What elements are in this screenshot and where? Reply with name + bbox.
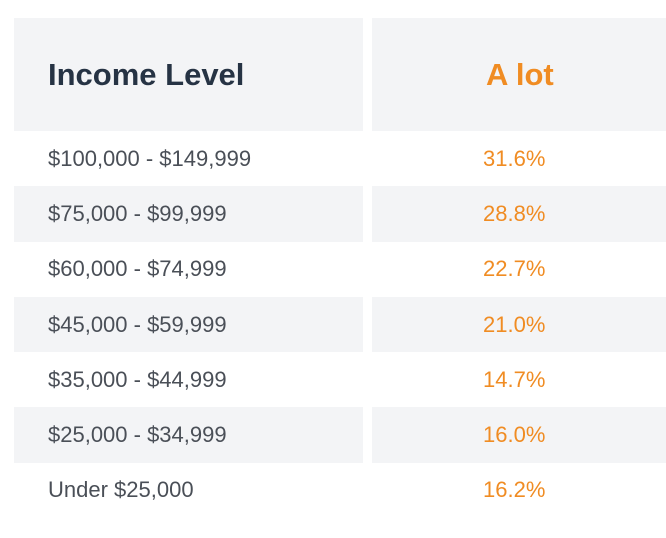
income-level-cell: $75,000 - $99,999 bbox=[14, 186, 363, 242]
table-row: $100,000 - $149,999 31.6% bbox=[14, 131, 666, 187]
table-row: $75,000 - $99,999 28.8% bbox=[14, 186, 666, 242]
column-divider bbox=[363, 186, 372, 242]
column-divider bbox=[363, 241, 372, 297]
column-divider bbox=[363, 462, 372, 519]
a-lot-value-cell: 21.0% bbox=[372, 296, 666, 353]
income-level-cell: Under $25,000 bbox=[48, 477, 194, 503]
a-lot-value-cell: 31.6% bbox=[483, 145, 546, 171]
income-level-cell: $60,000 - $74,999 bbox=[48, 256, 227, 282]
table-row: $60,000 - $74,999 22.7% bbox=[14, 241, 666, 297]
table-row: $25,000 - $34,999 16.0% bbox=[14, 407, 666, 463]
income-level-cell: $100,000 - $149,999 bbox=[48, 145, 252, 171]
table-row: $35,000 - $44,999 14.7% bbox=[14, 352, 666, 408]
income-level-cell: $25,000 - $34,999 bbox=[14, 407, 363, 463]
income-level-cell: $45,000 - $59,999 bbox=[14, 296, 363, 353]
a-lot-value-cell: 16.2% bbox=[483, 477, 546, 503]
column-header-a-lot: A lot bbox=[372, 18, 666, 131]
income-table: Income Level A lot $100,000 - $149,999 31… bbox=[14, 18, 666, 519]
column-divider bbox=[363, 352, 372, 408]
a-lot-value-cell: 22.7% bbox=[483, 256, 546, 282]
column-divider bbox=[363, 296, 372, 353]
table-body: $100,000 - $149,999 31.6% $75,000 - $99,99… bbox=[14, 131, 666, 519]
column-divider bbox=[363, 18, 372, 131]
a-lot-value-cell: 16.0% bbox=[372, 407, 666, 463]
column-divider bbox=[363, 131, 372, 187]
column-header-income-level: Income Level bbox=[14, 18, 363, 131]
column-divider bbox=[363, 407, 372, 463]
table-header: Income Level A lot bbox=[14, 18, 666, 131]
income-level-cell: $35,000 - $44,999 bbox=[48, 366, 227, 392]
a-lot-value-cell: 28.8% bbox=[372, 186, 666, 242]
a-lot-value-cell: 14.7% bbox=[483, 366, 546, 392]
table-row: Under $25,000 16.2% bbox=[14, 462, 666, 519]
table-row: $45,000 - $59,999 21.0% bbox=[14, 296, 666, 353]
